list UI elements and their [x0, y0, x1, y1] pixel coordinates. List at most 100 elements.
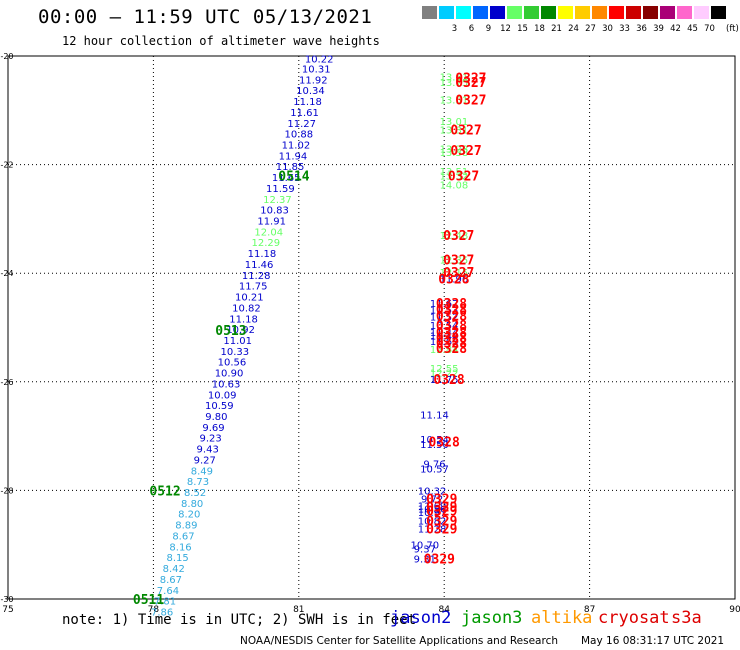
swh-value-label: 11.65 [272, 173, 301, 184]
swh-value-label: 8.67 [172, 531, 194, 542]
swh-value-label: 9.31 [414, 554, 436, 565]
swh-value-label: 8.80 [181, 499, 203, 510]
swh-value-label: 12.04 [254, 227, 283, 238]
legend-swatch [711, 6, 726, 19]
swh-value-label: 11.69 [418, 502, 447, 513]
time-label: 0328 [436, 337, 467, 352]
swh-value-label: 10.92 [226, 325, 255, 336]
legend-swatch [694, 6, 709, 19]
time-label: 0329 [426, 522, 457, 537]
mission-name-cryosat: cryosat [598, 608, 670, 628]
y-tick-label: -26 [0, 378, 13, 387]
swh-value-label: 10.31 [302, 64, 331, 75]
time-label: 0328 [433, 373, 464, 388]
swh-value-label: 8.20 [178, 510, 200, 521]
swh-value-label: 12.35 [440, 256, 469, 267]
x-tick-label: 81 [293, 605, 304, 615]
grid-lines [8, 56, 735, 599]
time-label: 0327 [450, 123, 481, 138]
swh-value-label: 7.64 [157, 586, 179, 597]
swh-value-label: 8.15 [167, 553, 189, 564]
swh-value-label: 10.97 [418, 508, 447, 519]
legend-label: 33 [619, 24, 630, 34]
legend-swatch [626, 6, 641, 19]
legend-label: 12 [500, 24, 511, 34]
legend-swatch [677, 6, 692, 19]
data-points: 10.2210.3111.9210.3411.1811.6111.2710.88… [133, 55, 487, 619]
chart-subtitle: 12 hour collection of altimeter wave hei… [62, 34, 380, 48]
legend-swatch [558, 6, 573, 19]
legend-swatch [422, 6, 437, 19]
swh-value-label: 11.27 [287, 119, 316, 130]
chart-title: 00:00 – 11:59 UTC 05/13/2021 [38, 6, 373, 28]
time-label: 0327 [443, 229, 474, 244]
swh-value-label: 11.53 [430, 306, 459, 317]
swh-value-label: 10.44 [430, 332, 459, 343]
legend-label: 27 [585, 24, 596, 34]
mission-name-jason2: jason2 [390, 608, 452, 628]
swh-value-label: 11.01 [223, 336, 252, 347]
swh-value-label: 10.82 [232, 303, 261, 314]
legend-swatch [524, 6, 539, 19]
swh-value-label: 11.28 [242, 271, 271, 282]
legend-label: 42 [670, 24, 681, 34]
legend-label: 45 [687, 24, 698, 34]
swh-value-label: 13.28 [440, 144, 469, 155]
legend-swatch [609, 6, 624, 19]
swh-value-label: 10.70 [410, 541, 439, 552]
swh-value-label: 12.48 [440, 231, 469, 242]
swh-value-label: 11.75 [239, 282, 268, 293]
swh-value-label: 10.33 [221, 347, 250, 358]
swh-value-label: 11.85 [276, 162, 305, 173]
y-tick-label: -24 [0, 269, 13, 278]
swh-value-label: 10.88 [284, 130, 313, 141]
legend-swatch [541, 6, 556, 19]
y-tick-label: -28 [0, 486, 13, 495]
swh-value-label: 10.34 [296, 86, 325, 97]
swh-value-label: 13.31 [440, 125, 469, 136]
swh-value-label: 11.92 [299, 75, 328, 86]
swh-value-label: 11.67 [430, 299, 459, 310]
legend-label: 21 [551, 24, 562, 34]
swh-value-label: 13.75 [440, 78, 469, 89]
time-label: 0327 [448, 169, 479, 184]
swh-value-label: 11.44 [430, 328, 459, 339]
swh-value-label: 10.54 [430, 321, 459, 332]
credit-line: NOAA/NESDIS Center for Satellite Applica… [240, 635, 558, 647]
swh-value-label: 12.15 [440, 268, 469, 279]
y-tick-label: -20 [0, 52, 13, 61]
swh-value-label: 10.32 [418, 486, 447, 497]
legend-label: 3 [451, 24, 458, 34]
time-label: 0327 [455, 72, 486, 87]
swh-value-label: 8.73 [187, 477, 209, 488]
swh-value-label: 12.55 [430, 364, 459, 375]
time-label: 0512 [149, 484, 180, 499]
swh-value-label: 12.84 [430, 345, 459, 356]
plot-frame [7, 55, 736, 600]
time-label: 0328 [436, 297, 467, 312]
swh-value-label: 10.82 [418, 516, 447, 527]
legend-swatch [456, 6, 471, 19]
swh-value-label: 11.28 [418, 524, 447, 535]
time-label: 0328 [436, 319, 467, 334]
swh-value-label: 13.32 [440, 171, 469, 182]
swh-value-label: 11.61 [290, 108, 319, 119]
legend-label: 36 [636, 24, 647, 34]
swh-value-label: 11.96 [440, 275, 469, 286]
swh-value-label: 9.69 [202, 423, 224, 434]
time-label: 0513 [215, 324, 246, 339]
legend-swatch [643, 6, 658, 19]
legend-label: 24 [568, 24, 579, 34]
swh-value-label: 11.50 [420, 440, 449, 451]
time-label: 0511 [133, 593, 164, 608]
time-label: 0329 [424, 552, 455, 567]
mission-name-jason3: jason3 [461, 608, 523, 628]
time-label: 0328 [429, 436, 460, 451]
swh-value-label: 11.18 [293, 97, 322, 108]
swh-value-label: 9.72 [421, 495, 443, 506]
swh-value-label: 11.18 [248, 249, 277, 260]
swh-value-label: 13.51 [440, 167, 469, 178]
legend-label: 30 [602, 24, 613, 34]
swh-value-label: 8.52 [184, 488, 206, 499]
